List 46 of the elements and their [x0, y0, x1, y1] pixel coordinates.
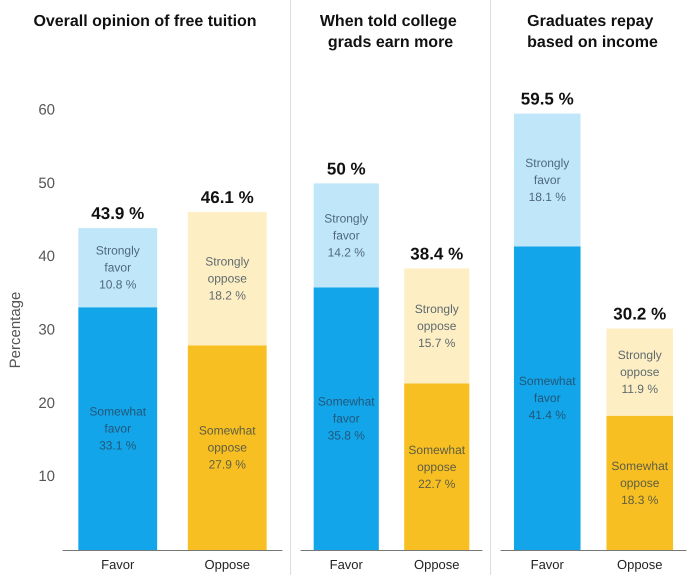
data-label: Somewhat favor 33.1 %: [89, 404, 147, 453]
total-label: 38.4 %: [410, 244, 464, 264]
data-label: Strongly oppose 11.9 %: [618, 348, 662, 396]
x-tick-label: Favor: [330, 557, 364, 572]
data-label: Strongly oppose 18.2 %: [205, 254, 250, 303]
bar: [514, 114, 581, 246]
x-tick-label: Oppose: [414, 557, 460, 572]
data-label: Strongly favor 14.2 %: [324, 211, 368, 260]
data-label: Strongly favor 18.1 %: [525, 156, 570, 204]
bar: [188, 212, 267, 346]
x-tick-label: Oppose: [616, 557, 663, 572]
total-label: 50 %: [326, 159, 366, 178]
total-label: 59.5 %: [520, 90, 574, 109]
bar: [188, 345, 267, 550]
x-tick-label: Favor: [101, 557, 136, 572]
y-axis-title: Percentage: [7, 292, 24, 368]
data-label: Somewhat oppose 18.3 %: [611, 458, 669, 507]
y-tick-label: 20: [38, 394, 55, 412]
y-tick-label: 30: [38, 322, 55, 338]
data-label: Somewhat oppose 22.7 %: [408, 442, 466, 491]
data-label: Strongly oppose 15.7 %: [414, 302, 459, 350]
data-label: Somewhat favor 41.4 %: [518, 374, 576, 422]
bar: [78, 228, 158, 308]
y-tick-label: 10: [38, 468, 55, 486]
bar: [606, 328, 674, 416]
y-tick-label: 50: [38, 174, 55, 192]
data-label: Strongly favor 10.8 %: [96, 244, 140, 292]
total-label: 46.1 %: [200, 188, 254, 207]
data-label: Somewhat oppose 27.9 %: [198, 424, 256, 472]
chart-title: Graduates repay based on income: [527, 13, 658, 51]
bar: [514, 246, 581, 550]
chart-title: Overall opinion of free tuition: [33, 13, 257, 30]
bar: [314, 287, 379, 550]
x-tick-label: Favor: [530, 557, 565, 572]
bar: [78, 307, 158, 550]
chart-title: When told college grads earn more: [320, 13, 462, 51]
y-tick-label: 60: [38, 102, 55, 118]
bar: [404, 384, 470, 550]
bar: [314, 183, 379, 288]
bar: [404, 268, 470, 384]
y-tick-label: 40: [38, 248, 55, 266]
total-label: 43.9 %: [91, 204, 144, 224]
x-tick-label: Oppose: [204, 557, 250, 572]
total-label: 30.2 %: [613, 304, 666, 324]
bar: [606, 416, 674, 550]
data-label: Somewhat favor 35.8 %: [318, 394, 376, 443]
